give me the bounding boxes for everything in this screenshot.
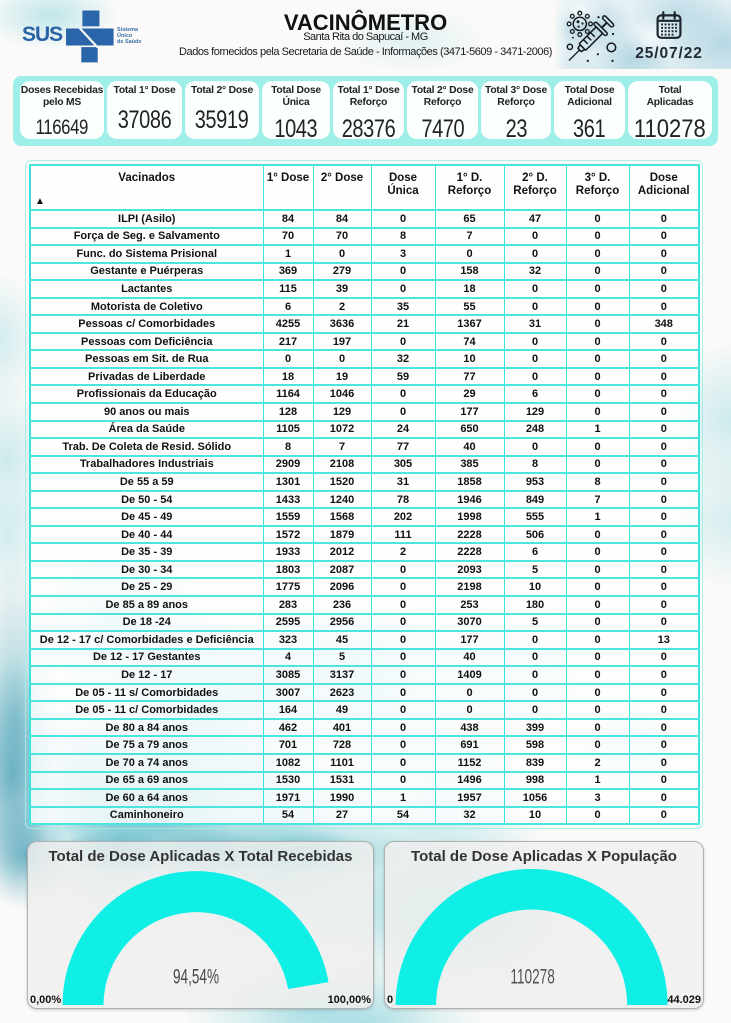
- svg-text:110278: 110278: [510, 965, 555, 989]
- svg-text:94,54%: 94,54%: [173, 965, 219, 989]
